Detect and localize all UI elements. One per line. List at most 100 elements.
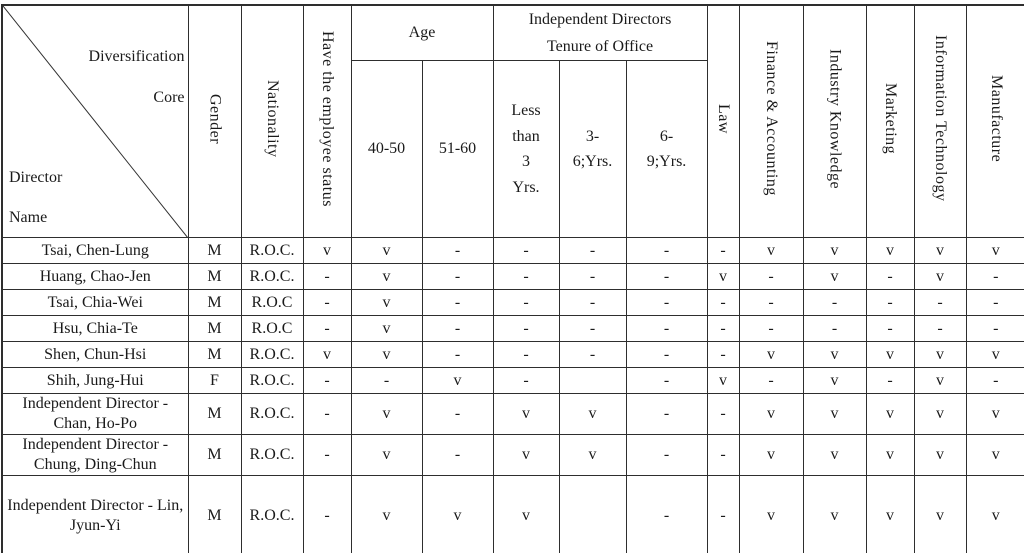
value-cell: v	[802, 434, 867, 477]
value-cell: v	[913, 367, 967, 395]
value-cell: -	[421, 289, 494, 317]
corner-header-cell: Diversification Core Director Name	[1, 4, 189, 239]
value-cell: -	[965, 367, 1024, 395]
column-header-tenure-less-than-3: Less than 3 Yrs.	[492, 60, 560, 239]
value-cell: v	[865, 393, 915, 436]
value-cell: M	[187, 289, 242, 317]
value-cell: v	[913, 263, 967, 291]
value-cell: v	[738, 393, 804, 436]
value-cell: -	[421, 237, 494, 265]
table-row: Shen, Chun-Hsi M R.O.C. v v - - - - - v v v v v	[1, 341, 1024, 369]
value-cell: v	[421, 475, 494, 553]
value-cell: M	[187, 263, 242, 291]
value-cell: -	[558, 289, 627, 317]
value-cell: -	[350, 367, 423, 395]
column-header-nationality: Nationality	[240, 4, 304, 239]
value-cell: v	[865, 434, 915, 477]
value-cell: -	[625, 341, 708, 369]
value-cell: v	[965, 434, 1024, 477]
diagonal-divider	[3, 6, 188, 237]
director-name-cell: Hsu, Chia-Te	[1, 315, 189, 343]
value-cell: v	[421, 367, 494, 395]
value-cell: -	[965, 263, 1024, 291]
value-cell: -	[421, 393, 494, 436]
value-cell: v	[965, 237, 1024, 265]
value-cell: -	[738, 289, 804, 317]
value-cell: v	[302, 237, 352, 265]
value-cell: -	[558, 315, 627, 343]
column-header-information-technology: Information Technology	[913, 4, 967, 239]
value-cell: R.O.C.	[240, 237, 304, 265]
manufacture-label: Manufacture	[987, 75, 1005, 163]
value-cell: -	[558, 237, 627, 265]
value-cell: -	[421, 434, 494, 477]
table-row: Tsai, Chia-Wei M R.O.C - v - - - - - - - - - -	[1, 289, 1024, 317]
value-cell	[558, 475, 627, 553]
column-header-tenure-6-9: 6- 9;Yrs.	[625, 60, 708, 239]
column-header-finance-accounting: Finance & Accounting	[738, 4, 804, 239]
column-header-industry-knowledge: Industry Knowledge	[802, 4, 867, 239]
value-cell: v	[865, 341, 915, 369]
information-technology-label: Information Technology	[932, 35, 950, 202]
value-cell: v	[350, 263, 423, 291]
value-cell: -	[625, 393, 708, 436]
director-name-cell: Tsai, Chen-Lung	[1, 237, 189, 265]
table-row: Independent Director - Lin, Jyun-Yi M R.O.…	[1, 475, 1024, 553]
value-cell: -	[302, 393, 352, 436]
value-cell: M	[187, 341, 242, 369]
value-cell: v	[738, 475, 804, 553]
value-cell: v	[913, 434, 967, 477]
corner-label-director-name: Director Name	[9, 169, 63, 226]
law-label: Law	[715, 103, 733, 134]
director-name-cell: Huang, Chao-Jen	[1, 263, 189, 291]
value-cell: -	[625, 434, 708, 477]
table-row: Huang, Chao-Jen M R.O.C. - v - - - - v - v - v -	[1, 263, 1024, 291]
value-cell: -	[865, 367, 915, 395]
value-cell: M	[187, 315, 242, 343]
value-cell: v	[738, 434, 804, 477]
value-cell	[558, 367, 627, 395]
value-cell: v	[350, 475, 423, 553]
director-name-cell: Independent Director - Lin, Jyun-Yi	[1, 475, 189, 553]
value-cell: v	[706, 367, 740, 395]
value-cell: R.O.C	[240, 289, 304, 317]
finance-accounting-label: Finance & Accounting	[763, 41, 781, 197]
value-cell: -	[913, 289, 967, 317]
value-cell: v	[302, 341, 352, 369]
value-cell: v	[492, 393, 560, 436]
value-cell: -	[302, 475, 352, 553]
value-cell: -	[302, 315, 352, 343]
value-cell: -	[865, 315, 915, 343]
value-cell: v	[350, 315, 423, 343]
director-name-cell: Independent Director - Chan, Ho-Po	[1, 393, 189, 436]
value-cell: -	[421, 341, 494, 369]
value-cell: R.O.C.	[240, 475, 304, 553]
director-name-cell: Shen, Chun-Hsi	[1, 341, 189, 369]
value-cell: M	[187, 237, 242, 265]
value-cell: -	[706, 341, 740, 369]
group-header-tenure: Independent Directors Tenure of Office	[492, 4, 708, 62]
value-cell: -	[865, 263, 915, 291]
table-row: Independent Director - Chan, Ho-Po M R.O.C…	[1, 393, 1024, 436]
value-cell: -	[302, 289, 352, 317]
value-cell: -	[492, 289, 560, 317]
value-cell: v	[738, 341, 804, 369]
value-cell: R.O.C.	[240, 393, 304, 436]
value-cell: -	[706, 475, 740, 553]
column-header-tenure-3-6: 3- 6;Yrs.	[558, 60, 627, 239]
value-cell: v	[802, 367, 867, 395]
value-cell: R.O.C.	[240, 341, 304, 369]
value-cell: -	[625, 315, 708, 343]
value-cell: F	[187, 367, 242, 395]
value-cell: -	[706, 393, 740, 436]
value-cell: -	[913, 315, 967, 343]
nationality-label: Nationality	[264, 79, 281, 158]
column-header-age-51-60: 51-60	[421, 60, 494, 239]
value-cell: v	[738, 237, 804, 265]
column-header-age-40-50: 40-50	[350, 60, 423, 239]
value-cell: -	[625, 237, 708, 265]
value-cell: -	[492, 341, 560, 369]
value-cell: R.O.C.	[240, 367, 304, 395]
value-cell: -	[421, 315, 494, 343]
value-cell: -	[965, 315, 1024, 343]
